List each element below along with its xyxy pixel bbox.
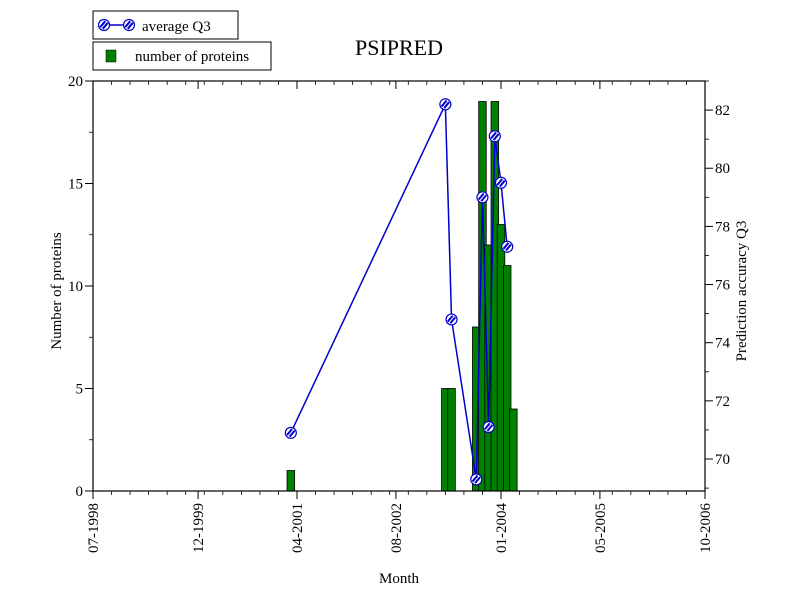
q3-point-stripe [443,101,450,109]
q3-point [482,420,495,434]
q3-point-stripe [471,474,479,483]
q3-point-stripe [502,242,510,250]
chart-title: PSIPRED [355,35,443,60]
y-left-tick-label: 10 [68,279,83,295]
y-right-tick-label: 78 [715,219,730,235]
y-right-tick-label: 70 [715,452,730,468]
bar [509,408,518,492]
y-right-tick-label: 76 [715,278,731,294]
q3-point-ring [445,313,458,326]
x-tick-label: 12-1999 [191,503,207,553]
q3-point-stripe [484,422,491,430]
q3-point [476,191,489,204]
legend-marker-ring [97,18,111,32]
q3-point-stripe [288,430,296,438]
x-tick-label: 08-2002 [389,503,405,553]
y-left-tick-label: 0 [76,484,84,500]
q3-point-stripe [486,424,494,432]
plot-frame [92,80,706,492]
bar [286,470,296,492]
y-axis-label-left: Number of proteins [49,232,65,350]
q3-point-stripe [480,194,488,202]
q3-point-stripe [440,99,448,108]
q3-point-ring [284,426,297,439]
q3-point-stripe [474,476,481,484]
y-right-tick-label: 74 [715,336,731,352]
q3-point [284,426,297,439]
x-tick-label: 05-2005 [593,503,609,553]
q3-point-stripe [449,316,457,324]
q3-point [470,473,483,486]
x-tick-label: 10-2006 [698,503,714,553]
y-right-tick-label: 80 [715,161,730,177]
x-tick-label: 01-2004 [494,503,510,553]
legend-marker-stripe [127,22,134,30]
legend: average Q3 number of proteins [92,10,272,71]
q3-point [488,130,501,143]
legend-marker-ring [122,18,136,32]
legend-label-number-of-proteins: number of proteins [135,49,249,65]
y-right-tick-label: 82 [715,103,730,119]
q3-point [445,313,458,326]
q3-point-ring [476,191,489,204]
q3-point-stripe [499,179,506,188]
q3-point-ring [470,473,483,486]
legend-marker [122,18,136,32]
q3-point-ring [439,98,452,111]
y-left-tick-label: 5 [76,382,84,398]
y-right-tick-label: 72 [715,394,730,410]
legend-marker-stripe [99,20,106,28]
q3-point-ring [482,420,495,434]
legend-marker [97,18,111,32]
x-tick-label: 07-1998 [86,503,102,553]
y-axis-label-right: Prediction accuracy Q3 [734,221,750,362]
q3-point-ring [501,240,514,253]
y-left-tick-label: 20 [68,74,83,90]
q3-point [494,176,508,189]
legend-marker-stripe [124,20,131,28]
bar [447,388,456,492]
legend-marker-stripe [102,22,109,30]
legend-box-number-of-proteins [92,41,272,71]
q3-point-stripe [505,243,512,252]
x-tick-label: 04-2001 [290,503,306,553]
q3-point-ring [494,176,508,189]
q3-point [439,98,452,111]
q3-point-ring [488,130,501,143]
q3-point [501,240,514,253]
q3-point-stripe [477,192,485,201]
y-left-tick-label: 15 [68,177,83,193]
x-axis-label: Month [379,571,420,587]
legend-swatch-bar [105,49,117,63]
q3-point-stripe [490,131,497,140]
q3-point-stripe [496,178,503,186]
q3-point-stripe [286,428,293,436]
q3-point-stripe [446,314,454,323]
legend-label-average-q3: average Q3 [142,19,211,35]
q3-point-stripe [492,133,500,141]
